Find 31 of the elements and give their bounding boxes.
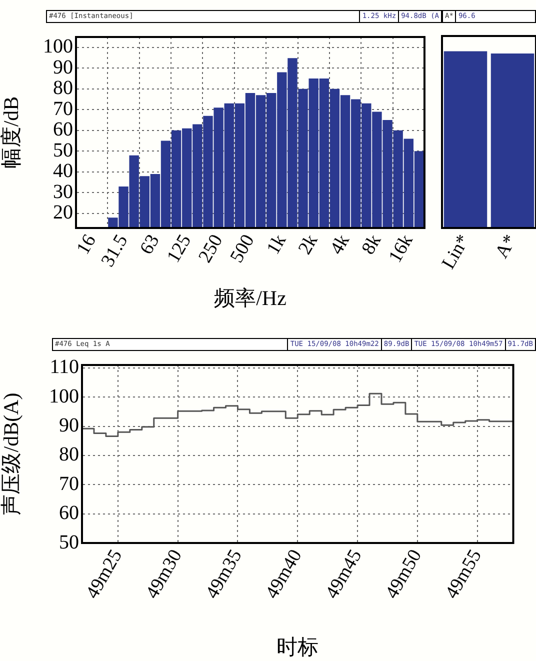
y-axis-title: 声压级/dB(A) [0, 392, 24, 516]
y-tick-label: 70 [59, 472, 79, 495]
y-tick-label: 60 [53, 118, 73, 141]
y-tick-label: 100 [43, 36, 73, 58]
y-tick-label: 110 [50, 356, 79, 378]
x-tick-label: 16 [72, 231, 100, 258]
y-tick-label: 60 [59, 502, 79, 524]
y-tick-label: 30 [53, 180, 73, 203]
x-tick-label: 2k [294, 230, 322, 258]
x-tick-label: 125 [163, 231, 196, 266]
x-tick-label: 63 [136, 231, 164, 258]
x-axis-title: 时标 [276, 634, 319, 659]
y-tick-label: 90 [53, 56, 73, 78]
y-tick-label: 90 [59, 414, 79, 437]
y-tick-label: 80 [53, 77, 73, 100]
y-tick-label: 50 [59, 531, 79, 554]
x-tick-label: 250 [194, 231, 228, 266]
y-tick-label: 80 [59, 444, 79, 466]
y-tick-label: 40 [53, 160, 73, 182]
x-tick-label: A* [491, 231, 522, 262]
x-tick-label: 16k [384, 230, 418, 266]
x-axis-title: 频率/Hz [214, 286, 286, 310]
y-tick-label: 100 [49, 385, 79, 408]
x-tick-label: 4k [326, 230, 354, 258]
y-tick-label: 70 [53, 98, 73, 120]
y-axis-title: 幅度/dB [0, 96, 24, 169]
x-tick-label: 8k [358, 230, 386, 258]
x-tick-label: 1k [262, 230, 291, 258]
x-tick-label: 500 [226, 231, 259, 266]
y-tick-label: 20 [53, 202, 73, 224]
y-tick-label: 50 [53, 139, 73, 162]
